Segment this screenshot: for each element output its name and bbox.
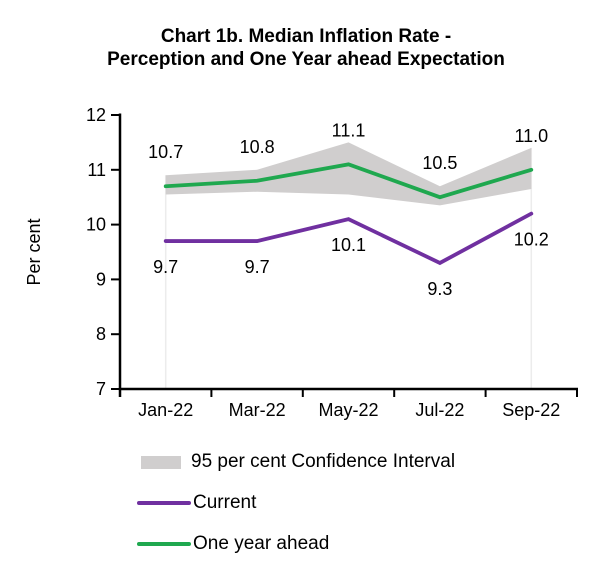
data-label-one-year-ahead: 10.8: [240, 137, 275, 157]
data-label-one-year-ahead: 11.1: [332, 120, 366, 140]
x-tick-label: Jan-22: [138, 400, 193, 420]
x-tick-label: May-22: [318, 400, 378, 420]
legend-item-confidence-interval: 95 per cent Confidence Interval: [137, 452, 455, 472]
data-label-current: 10.1: [331, 235, 366, 255]
x-tick-label: Jul-22: [415, 400, 464, 420]
x-tick-label: Mar-22: [229, 400, 286, 420]
current-line-swatch: [137, 501, 191, 505]
y-axis-title: Per cent: [24, 218, 44, 285]
data-label-one-year-ahead: 10.7: [148, 142, 183, 162]
data-label-current: 9.7: [153, 257, 178, 277]
y-tick-label: 9: [96, 269, 106, 289]
y-tick-label: 8: [96, 324, 106, 344]
legend-item-one-year-ahead: One year ahead: [137, 534, 455, 554]
x-tick-label: Sep-22: [502, 400, 560, 420]
chart-title-line1: Chart 1b. Median Inflation Rate -: [160, 26, 452, 47]
data-label-current: 9.7: [245, 257, 270, 277]
legend-item-current: Current: [137, 493, 455, 513]
y-tick-label: 11: [87, 160, 106, 180]
y-tick-label: 12: [86, 105, 106, 125]
data-label-current: 9.3: [427, 279, 452, 299]
legend-label-confidence-interval: 95 per cent Confidence Interval: [191, 451, 456, 472]
chart-title-line2: Perception and One Year ahead Expectatio…: [107, 49, 505, 70]
series-line-one-year-ahead: [163, 162, 534, 200]
chart-title: Chart 1b. Median Inflation Rate - Percep…: [0, 25, 612, 71]
data-label-one-year-ahead: 11.0: [514, 126, 548, 146]
data-label-current: 10.2: [514, 230, 549, 250]
y-tick-label: 10: [86, 215, 106, 235]
confidence-band-swatch: [141, 455, 181, 469]
plot-area: 7 8 9 10 11 12 Jan-22 Mar-22 May-22 Jul-22 Sep-22 P…: [24, 105, 578, 420]
y-tick-label: 7: [96, 379, 106, 399]
confidence-band: [165, 142, 532, 206]
one-year-ahead-line-swatch: [137, 542, 191, 546]
legend-label-current: Current: [193, 492, 257, 513]
legend: 95 per cent Confidence Interval Current …: [137, 452, 455, 554]
legend-label-one-year-ahead: One year ahead: [193, 533, 330, 554]
data-label-one-year-ahead: 10.5: [422, 153, 457, 173]
series-line-current: [163, 211, 534, 266]
